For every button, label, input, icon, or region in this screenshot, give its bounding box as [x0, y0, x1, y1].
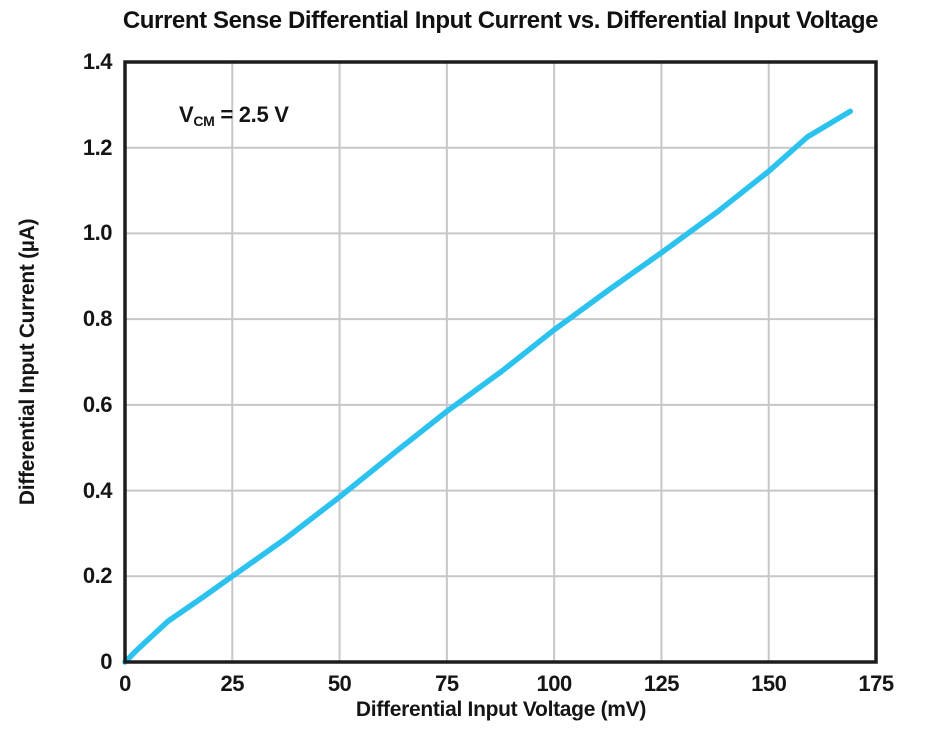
x-tick-label: 100 [536, 671, 573, 696]
x-tick-label: 75 [435, 671, 459, 696]
x-tick-label: 125 [643, 671, 680, 696]
vcm-annotation: VCM = 2.5 V [179, 102, 289, 129]
y-tick-label: 0.8 [82, 306, 113, 332]
x-axis-label: Differential Input Voltage (mV) [355, 698, 647, 721]
annotation-value: = 2.5 V [214, 102, 289, 127]
x-tick-label: 50 [327, 671, 352, 696]
x-tick-label: 175 [858, 671, 894, 696]
data-line-series [122, 108, 854, 665]
annotation-subscript: CM [193, 113, 215, 129]
y-tick-label: 1.0 [82, 220, 113, 246]
y-tick-label: 1.4 [82, 49, 113, 74]
annotation-variable: V [179, 102, 194, 127]
chart-title: Current Sense Differential Input Current… [122, 7, 879, 34]
x-tick-label: 0 [119, 671, 131, 696]
y-tick-label: 0.6 [82, 391, 113, 417]
y-axis-label: Differential Input Current (µA) [16, 218, 39, 506]
x-tick-label: 150 [751, 671, 787, 696]
plot-frame [123, 60, 878, 664]
y-tick-label: 0.4 [82, 477, 113, 503]
x-tick-label: 25 [220, 671, 245, 696]
y-tick-label: 0 [100, 649, 112, 674]
y-tick-label: 1.2 [82, 134, 113, 160]
y-tick-label: 0.2 [82, 563, 113, 589]
